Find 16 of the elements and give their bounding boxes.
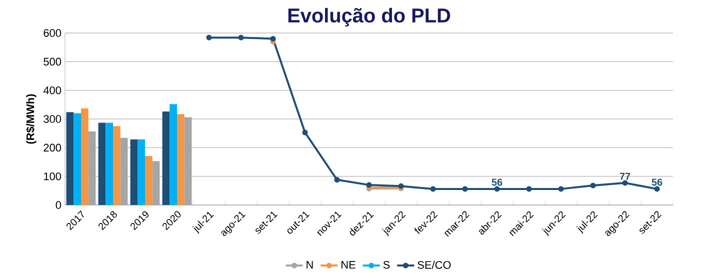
chart-title: Evolução do PLD xyxy=(288,8,450,27)
legend-label: SE/CO xyxy=(418,260,451,269)
data-label: 77 xyxy=(620,172,630,180)
y-tick-label: 100 xyxy=(44,172,62,180)
y-tick-label: 300 xyxy=(44,115,62,123)
data-label: 56 xyxy=(652,178,662,186)
y-tick-label: 0 xyxy=(56,201,62,209)
legend-label: S xyxy=(383,260,390,269)
y-tick-label: 500 xyxy=(44,58,62,66)
legend-label: NE xyxy=(342,260,356,269)
y-tick-label: 400 xyxy=(43,86,62,94)
y-axis-title: (R$/MWh) xyxy=(26,94,36,144)
data-label: 56 xyxy=(492,178,502,186)
y-tick-label: 200 xyxy=(44,144,62,152)
legend-label: N xyxy=(306,260,313,269)
y-tick-label: 600 xyxy=(44,29,62,37)
